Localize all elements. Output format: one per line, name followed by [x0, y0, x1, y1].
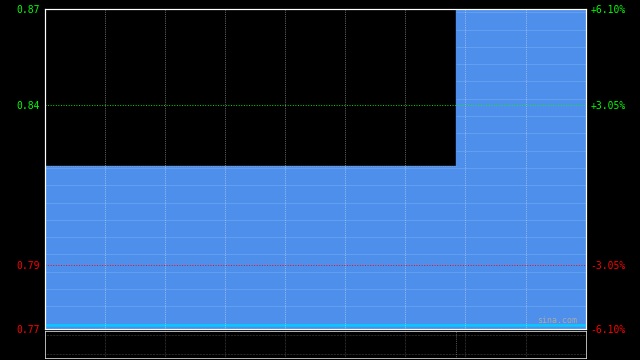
- Text: sina.com: sina.com: [538, 316, 577, 325]
